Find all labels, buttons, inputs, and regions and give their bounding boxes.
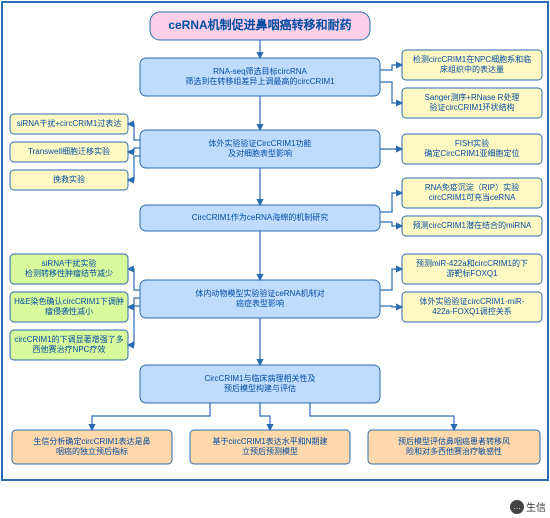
arrow: [128, 124, 140, 140]
arrow: [380, 222, 402, 226]
r3b-label: 预测circCRIM1潜在结合的miRNA: [413, 220, 532, 230]
l4a-label: siRNA干扰实验: [42, 258, 97, 268]
watermark: … 生信: [510, 499, 546, 514]
b1-label: 生信分析确定circCRIM1表达是鼻: [33, 436, 150, 446]
b2-label: 立预后预测模型: [242, 446, 298, 456]
r1b-label: 验证circCRIM1环状结构: [429, 102, 514, 112]
c1-label: RNA-seq筛选目标circRNA: [213, 66, 307, 76]
r1b-label: Sanger测序+RNase R处理: [425, 92, 520, 102]
l2b-label: Transwell细胞迁移实验: [28, 146, 110, 156]
arrow: [310, 403, 454, 430]
b2-label: 基于circCRIM1表达水平和N期建: [212, 436, 327, 446]
c4-label: 体内动物模型实验验证ceRNA机制对: [195, 288, 324, 298]
r1a-label: 床组织中的表达量: [440, 64, 504, 74]
arrow: [128, 306, 140, 345]
b3-label: 险和对多西他赛治疗敏感性: [406, 446, 502, 456]
arrow: [380, 306, 402, 307]
c2-label: 及对细胞表型影响: [228, 148, 292, 158]
b3-label: 预后模型评估鼻咽癌患者转移风: [398, 436, 510, 446]
c4-label: 癌症表型影响: [236, 298, 284, 308]
l2a-label: siRNA干扰+circCRIM1过表达: [17, 118, 122, 128]
c2-label: 体外实验验证CircCRIM1功能: [208, 138, 311, 148]
l4b-label: H&E染色确认circCRIM1下调肿: [14, 296, 124, 306]
arrow: [380, 193, 402, 212]
arrow: [128, 156, 140, 180]
r4b-label: 体外实验验证circCRIM1-miR-: [420, 296, 525, 306]
l2c-label: 挽救实验: [53, 174, 85, 184]
l4a-label: 检测转移性肿瘤结节减少: [25, 268, 113, 278]
arrow: [128, 148, 140, 152]
arrow: [92, 403, 210, 430]
arrow: [128, 269, 140, 290]
l4b-label: 瘤侵袭性减小: [45, 306, 93, 316]
c5-label: 预后模型构建与评估: [224, 383, 296, 393]
r4a-label: 游靶标FOXQ1: [446, 268, 498, 278]
c1-label: 筛选到在转移组差异上调最高的circCRIM1: [185, 76, 335, 86]
r2a-label: FISH实验: [455, 138, 489, 148]
c3-label: CircCRIM1作为ceRNA海绵的机制研究: [192, 212, 328, 222]
r3a-label: circCRIM1可充当ceRNA: [429, 192, 516, 202]
flowchart: ceRNA机制促进鼻咽癌转移和耐药 RNA-seq筛选目标circRNA筛选到在转…: [0, 0, 550, 518]
r3a-label: RNA免疫沉淀（RIP）实验: [425, 182, 519, 192]
l4c-label: circCRIM1的下调显著增强了多: [14, 334, 123, 344]
r4a-label: 预测miR-422a和circCRIM1的下: [416, 258, 528, 268]
c5-label: CircCRIM1与临床病理相关性及: [204, 373, 315, 383]
b1-label: 咽癌的独立预后指标: [56, 446, 128, 456]
watermark-icon: …: [510, 500, 524, 514]
arrow: [260, 403, 270, 430]
l4c-label: 西他赛治疗NPC疗效: [33, 344, 106, 354]
arrow: [380, 269, 402, 290]
r4b-label: 422a-FOXQ1调控关系: [432, 306, 512, 316]
arrow: [380, 65, 402, 70]
r1a-label: 检测circCRIM1在NPC细胞系和临: [413, 54, 531, 64]
arrow: [380, 82, 402, 103]
r2a-label: 确定CircCRIM1亚细胞定位: [424, 148, 519, 158]
watermark-text: 生信: [526, 499, 546, 514]
title-label: ceRNA机制促进鼻咽癌转移和耐药: [168, 17, 351, 32]
